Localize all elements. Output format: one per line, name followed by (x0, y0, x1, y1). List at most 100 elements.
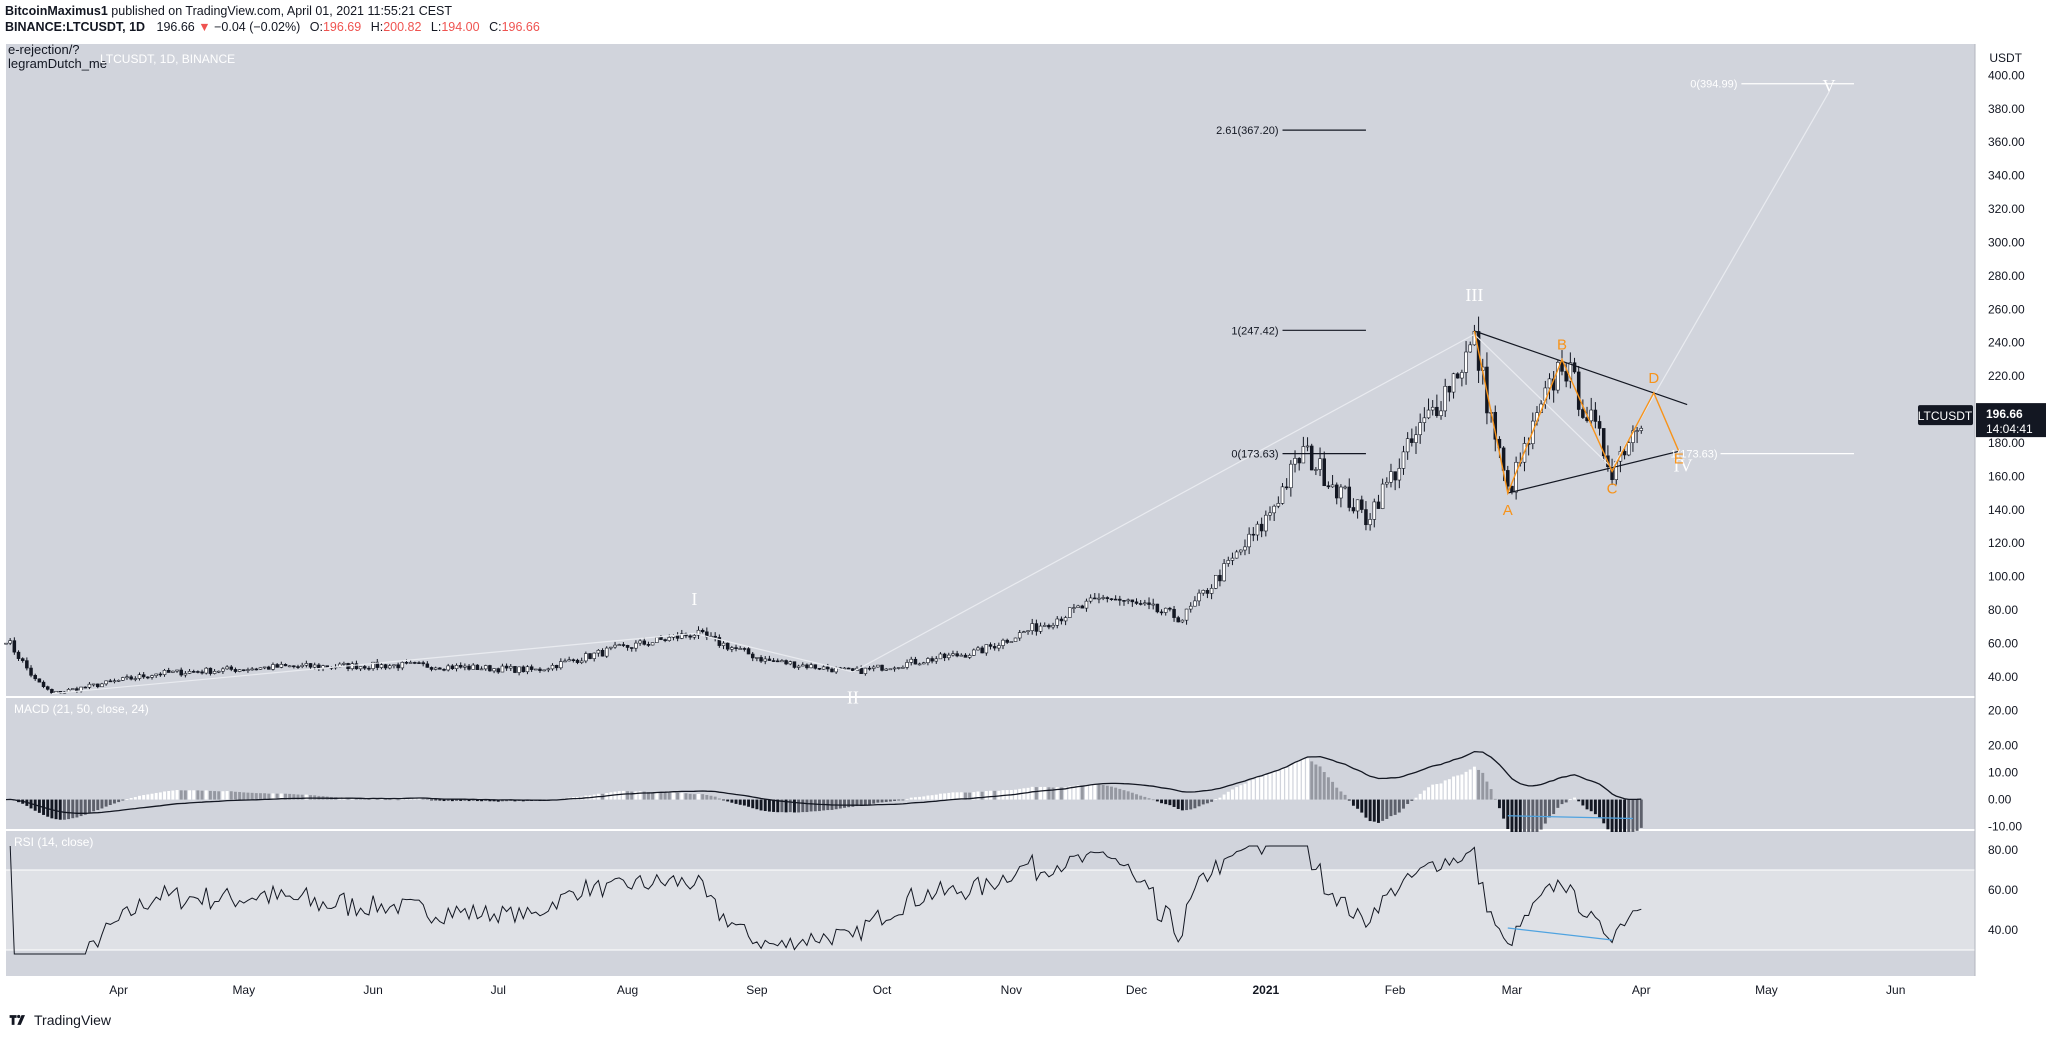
macd-histogram-bar (959, 792, 963, 800)
candle-body (45, 686, 50, 690)
macd-histogram-bar (233, 791, 237, 800)
candle-body (917, 663, 922, 666)
candle-body (675, 635, 680, 639)
candle-body (546, 668, 551, 671)
candle-body (813, 664, 818, 669)
candle-body (454, 665, 459, 670)
candle-body (496, 668, 501, 673)
candle-body (125, 676, 129, 679)
macd-histogram-bar (284, 793, 287, 800)
symbol-label[interactable]: BINANCE:LTCUSDT, 1D (5, 20, 146, 34)
candle-body (984, 644, 989, 654)
macd-histogram-bar (1556, 799, 1560, 808)
price-tick-label: 160.00 (1988, 469, 2025, 483)
macd-histogram-bar (1343, 794, 1347, 800)
candle-body (884, 668, 888, 671)
author-name[interactable]: BitcoinMaximus1 (5, 4, 108, 18)
macd-histogram-bar (705, 795, 709, 800)
price-axis-unit: USDT (1989, 51, 2022, 65)
macd-histogram-bar (1281, 768, 1284, 800)
macd-histogram-bar (1635, 799, 1639, 831)
candle-body (400, 662, 405, 669)
macd-histogram-bar (1427, 787, 1430, 800)
macd-histogram-bar (688, 793, 692, 800)
candle-body (1163, 607, 1168, 613)
macd-histogram-bar (1631, 799, 1635, 832)
candle-body (1322, 458, 1326, 487)
candle-body (1143, 602, 1147, 605)
macd-histogram-bar (83, 799, 87, 815)
candle-body (438, 667, 442, 670)
candle-body (37, 678, 42, 683)
macd-histogram-bar (1051, 787, 1055, 800)
candle-body (383, 664, 388, 669)
candle-body (1514, 461, 1518, 493)
macd-histogram-bar (271, 793, 275, 800)
macd-histogram-bar (613, 791, 617, 800)
macd-histogram-bar (263, 793, 267, 800)
macd-histogram-bar (1351, 799, 1355, 806)
candle-body (1247, 533, 1251, 548)
candle-body (1201, 590, 1206, 594)
macd-histogram-bar (296, 794, 300, 800)
candle-body (767, 658, 772, 661)
macd-histogram-bar (947, 792, 951, 800)
candle-body (901, 667, 905, 669)
macd-histogram-bar (1589, 799, 1593, 812)
macd-histogram-bar (1639, 799, 1643, 828)
fib-level-label: 0(394.99) (1690, 79, 1737, 91)
macd-histogram-bar (87, 799, 91, 813)
candle-body (208, 667, 213, 674)
macd-histogram-bar (1130, 792, 1134, 800)
candle-body (204, 667, 208, 674)
macd-histogram-bar (154, 792, 158, 800)
candle-body (1080, 605, 1085, 609)
candle-body (300, 664, 304, 667)
macd-histogram-bar (1256, 777, 1259, 800)
macd-histogram-bar (300, 794, 304, 800)
macd-histogram-bar (617, 791, 621, 800)
macd-histogram-bar (467, 799, 471, 802)
macd-histogram-bar (1485, 781, 1489, 800)
time-tick-label: 2021 (1252, 983, 1279, 997)
macd-histogram-bar (204, 790, 208, 800)
macd-histogram-bar (780, 799, 784, 813)
candle-body (267, 666, 271, 670)
macd-histogram-bar (1560, 799, 1564, 805)
macd-histogram-bar (888, 799, 892, 802)
candle-body (788, 661, 793, 665)
macd-histogram-bar (471, 799, 475, 801)
macd-histogram-bar (938, 793, 942, 800)
macd-histogram-bar (1318, 766, 1322, 800)
candle-body (41, 681, 46, 687)
macd-histogram-bar (713, 796, 717, 800)
last-price-tag (1976, 403, 2046, 438)
macd-histogram-bar (1502, 799, 1506, 819)
candle-body (542, 669, 546, 672)
macd-histogram-bar (1497, 799, 1501, 809)
candle-body (1364, 509, 1368, 526)
macd-histogram-bar (179, 790, 183, 800)
candle-body (216, 670, 221, 673)
footer-brand: TradingView (34, 1012, 112, 1028)
macd-histogram-bar (434, 799, 438, 801)
candle-body (921, 662, 926, 665)
candle-body (642, 640, 647, 645)
candle-body (1635, 430, 1639, 432)
candle-body (200, 671, 204, 674)
candle-body (567, 659, 571, 662)
candle-body (70, 688, 75, 690)
price-tick-label: 80.00 (1988, 603, 2018, 617)
macd-histogram-bar (1251, 779, 1255, 800)
chart-canvas[interactable]: 0(394.99) 2.61(367.20) 1(247.42) 0(173.63) 1… (0, 44, 2052, 1004)
candle-body (4, 642, 8, 645)
candle-body (254, 668, 259, 671)
macd-histogram-bar (918, 796, 922, 800)
macd-histogram-bar (1172, 799, 1176, 807)
tradingview-footer[interactable]: TradingView (8, 1012, 111, 1028)
macd-histogram-bar (909, 797, 913, 800)
candle-body (771, 660, 776, 662)
candle-body (1226, 560, 1231, 564)
candle-body (1214, 574, 1218, 589)
candle-body (1572, 362, 1577, 373)
